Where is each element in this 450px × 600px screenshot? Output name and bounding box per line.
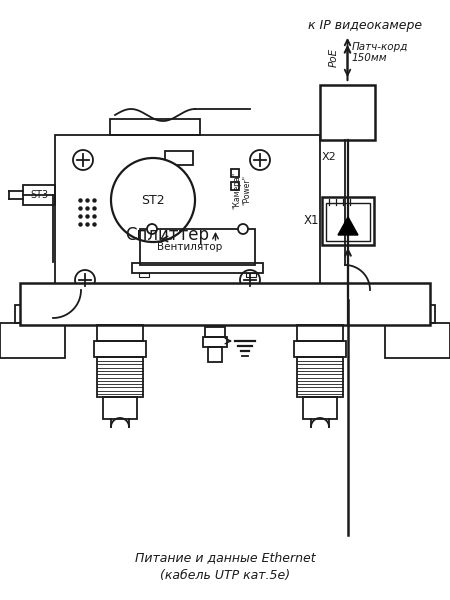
Text: ST2: ST2 — [141, 193, 165, 206]
Bar — [20, 283, 430, 325]
Bar — [297, 325, 343, 341]
Bar — [103, 397, 137, 419]
Bar — [97, 325, 143, 341]
Text: Питание и данные Ethernet: Питание и данные Ethernet — [135, 551, 315, 565]
Text: PoE: PoE — [328, 48, 338, 67]
Text: Патч-корд
150мм: Патч-корд 150мм — [351, 42, 408, 63]
Bar — [55, 135, 320, 305]
Circle shape — [240, 270, 260, 290]
Bar — [385, 305, 435, 323]
Bar — [203, 337, 227, 347]
Text: (кабель UTP кат.5е): (кабель UTP кат.5е) — [160, 569, 290, 581]
Bar — [94, 341, 146, 357]
Bar — [231, 169, 239, 177]
Bar — [231, 182, 239, 190]
Bar — [23, 185, 55, 205]
Text: X2: X2 — [322, 152, 337, 162]
Circle shape — [111, 158, 195, 242]
Text: Сплиттер: Сплиттер — [126, 226, 210, 244]
Circle shape — [147, 224, 157, 234]
Bar — [97, 357, 143, 397]
Bar — [303, 397, 337, 419]
Bar — [297, 357, 343, 397]
Bar — [320, 85, 375, 140]
Circle shape — [238, 224, 248, 234]
Bar — [139, 273, 149, 277]
Bar — [385, 323, 450, 358]
Bar — [205, 327, 225, 337]
Bar — [110, 119, 200, 135]
Bar — [140, 229, 255, 265]
Bar — [326, 203, 370, 241]
Circle shape — [250, 150, 270, 170]
Bar — [15, 305, 65, 323]
Circle shape — [75, 270, 95, 290]
Text: ST3: ST3 — [30, 190, 48, 200]
Polygon shape — [338, 217, 358, 235]
Text: к IP видеокамере: к IP видеокамере — [307, 19, 422, 31]
Bar — [0, 323, 65, 358]
Text: X1: X1 — [304, 214, 320, 227]
Bar — [208, 347, 222, 362]
Circle shape — [73, 150, 93, 170]
Bar — [322, 197, 374, 245]
Bar — [246, 273, 256, 277]
Bar — [294, 341, 346, 357]
Bar — [165, 151, 193, 165]
Text: Вентилятор: Вентилятор — [157, 242, 222, 252]
Bar — [132, 263, 263, 273]
Text: "Камера": "Камера" — [233, 172, 242, 209]
Text: "Power": "Power" — [243, 175, 252, 205]
